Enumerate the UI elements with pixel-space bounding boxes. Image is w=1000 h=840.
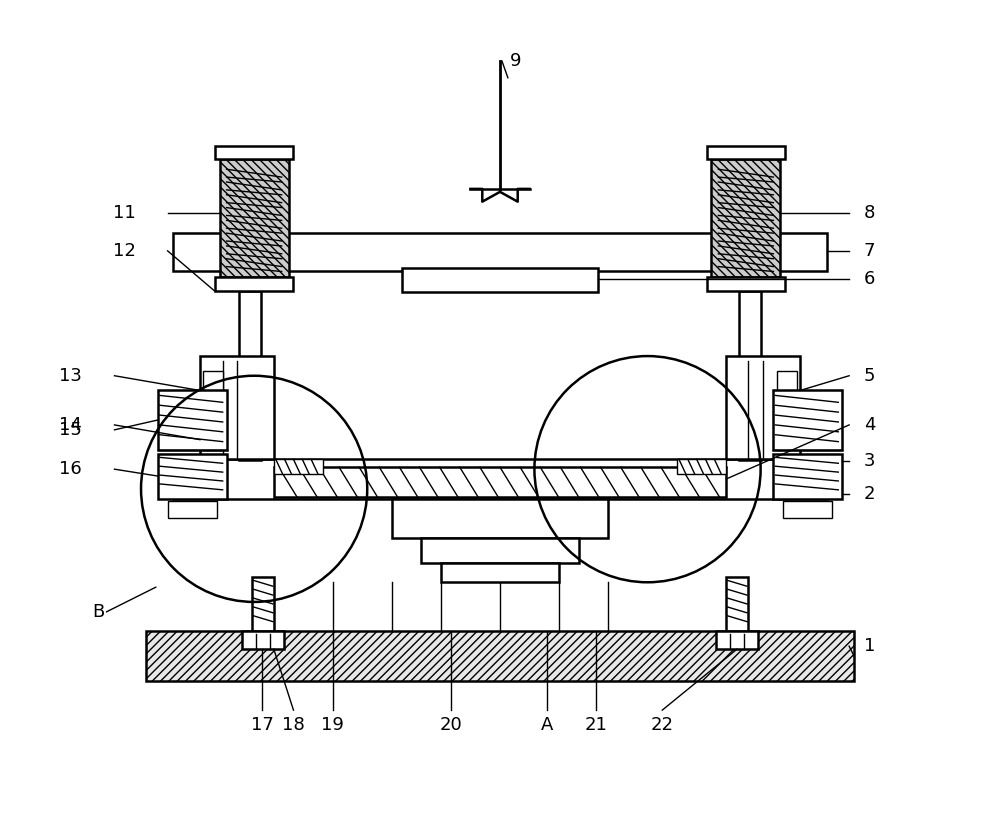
Text: B: B — [92, 603, 105, 621]
Text: 9: 9 — [510, 52, 521, 70]
Bar — [173, 459, 827, 499]
Bar — [215, 277, 293, 291]
Bar — [146, 632, 854, 680]
Text: 1: 1 — [864, 638, 875, 655]
Bar — [242, 632, 284, 649]
Bar — [716, 632, 758, 649]
Bar — [158, 454, 227, 499]
Bar — [158, 391, 227, 449]
Text: 6: 6 — [864, 270, 875, 288]
Text: 13: 13 — [59, 367, 82, 385]
Text: 7: 7 — [864, 242, 875, 260]
Bar — [392, 499, 608, 538]
Text: 8: 8 — [864, 204, 875, 223]
Bar — [677, 459, 726, 474]
Bar — [441, 563, 559, 582]
Bar — [200, 356, 274, 459]
Text: 16: 16 — [59, 460, 82, 478]
Bar — [707, 277, 785, 291]
Text: 20: 20 — [439, 716, 462, 734]
Bar — [252, 577, 274, 632]
Bar — [274, 459, 323, 474]
Bar — [168, 501, 217, 518]
Text: 3: 3 — [864, 452, 875, 470]
Text: 2: 2 — [864, 485, 875, 503]
Bar — [239, 291, 261, 460]
Bar — [203, 370, 223, 449]
Text: 14: 14 — [59, 416, 82, 434]
Text: 5: 5 — [864, 367, 875, 385]
Bar — [707, 145, 785, 160]
Bar — [773, 391, 842, 449]
Text: 19: 19 — [321, 716, 344, 734]
Text: A: A — [541, 716, 553, 734]
Bar — [421, 538, 579, 563]
Bar — [777, 370, 797, 449]
Bar — [726, 356, 800, 459]
Text: 15: 15 — [59, 421, 82, 438]
Bar — [739, 291, 761, 460]
Bar — [220, 160, 289, 277]
Bar — [402, 268, 598, 292]
Text: 12: 12 — [113, 242, 136, 260]
Bar — [773, 454, 842, 499]
Text: 11: 11 — [113, 204, 136, 223]
Text: 4: 4 — [864, 416, 875, 434]
Bar — [215, 145, 293, 160]
Text: 21: 21 — [585, 716, 608, 734]
Bar — [274, 467, 726, 496]
Text: 17: 17 — [251, 716, 273, 734]
Bar — [726, 577, 748, 632]
Bar — [783, 501, 832, 518]
Text: 22: 22 — [651, 716, 674, 734]
Text: 18: 18 — [282, 716, 305, 734]
Bar — [173, 234, 827, 270]
Bar — [711, 160, 780, 277]
